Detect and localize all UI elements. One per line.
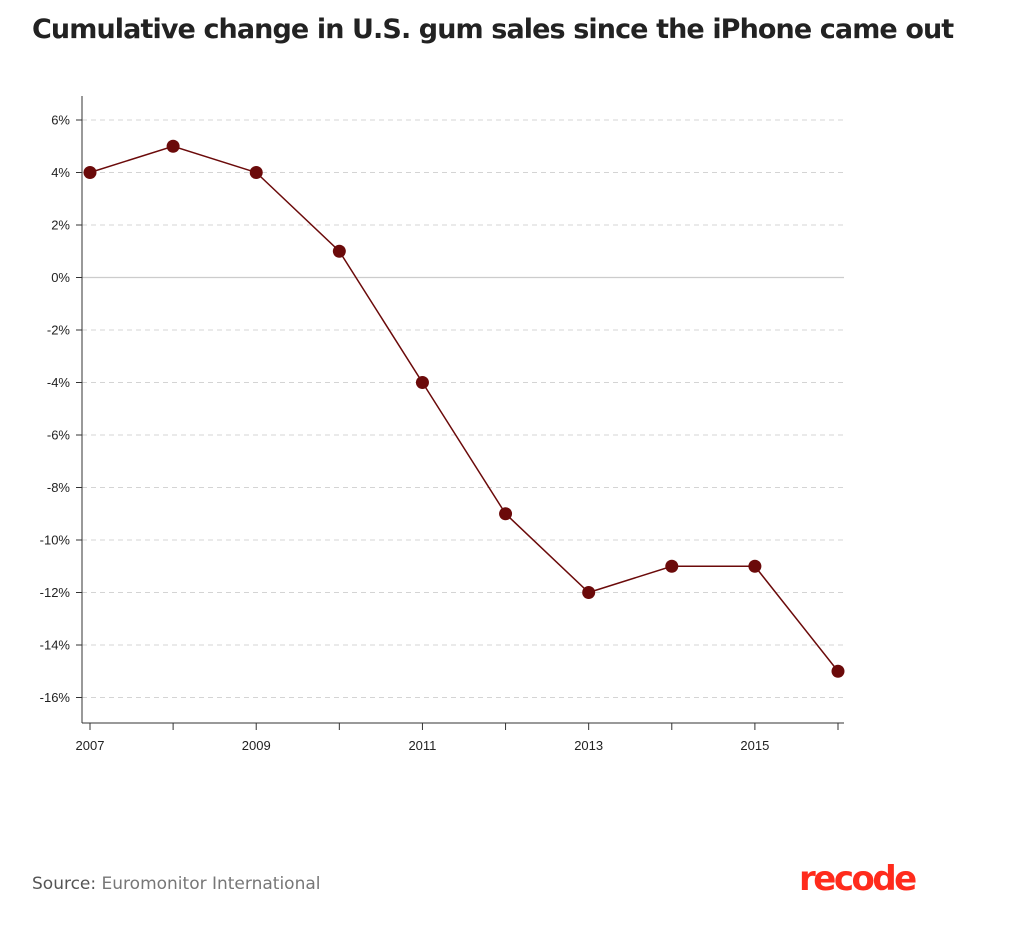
source-note: Source: Euromonitor International: [32, 874, 320, 894]
source-label: Source:: [32, 874, 97, 894]
data-point: [665, 559, 679, 573]
x-axis-ticks: 2007 2009 2011 2013 2015: [76, 723, 839, 753]
source-text: Euromonitor International: [101, 874, 321, 894]
y-tick-label: -2%: [47, 323, 71, 338]
data-point: [499, 507, 513, 521]
y-tick-label: -6%: [47, 428, 71, 443]
y-tick-label: 6%: [51, 113, 70, 128]
y-tick-label: -16%: [40, 690, 71, 705]
data-point: [249, 166, 263, 179]
chart-title: Cumulative change in U.S. gum sales sinc…: [32, 14, 954, 45]
data-point: [83, 166, 97, 179]
data-point: [748, 559, 762, 573]
data-point: [831, 664, 845, 678]
data-point: [415, 376, 429, 389]
x-tick-label: 2009: [242, 738, 271, 753]
y-tick-label: -14%: [40, 638, 71, 653]
data-point: [166, 139, 180, 153]
data-series: [83, 139, 845, 678]
y-tick-label: 4%: [51, 165, 70, 180]
y-tick-label: -8%: [47, 480, 71, 495]
x-tick-label: 2011: [408, 738, 436, 753]
y-tick-label: -10%: [40, 533, 71, 548]
x-tick-label: 2015: [740, 738, 769, 753]
recode-logo: recode: [799, 859, 917, 899]
y-axis-ticks: 6% 4% 2% 0% -2% -4% -6% -8% -10% -12% -14% -16%: [40, 113, 82, 705]
x-tick-label: 2007: [76, 738, 105, 753]
gridlines: [82, 119, 844, 698]
y-tick-label: 2%: [51, 218, 70, 233]
y-tick-label: 0%: [51, 270, 70, 285]
y-tick-label: -12%: [40, 585, 71, 600]
data-point: [332, 244, 346, 258]
x-tick-label: 2013: [574, 738, 603, 753]
series-line: [89, 145, 839, 672]
y-tick-label: -4%: [47, 375, 71, 390]
axes: [81, 96, 844, 724]
data-point: [582, 586, 596, 599]
